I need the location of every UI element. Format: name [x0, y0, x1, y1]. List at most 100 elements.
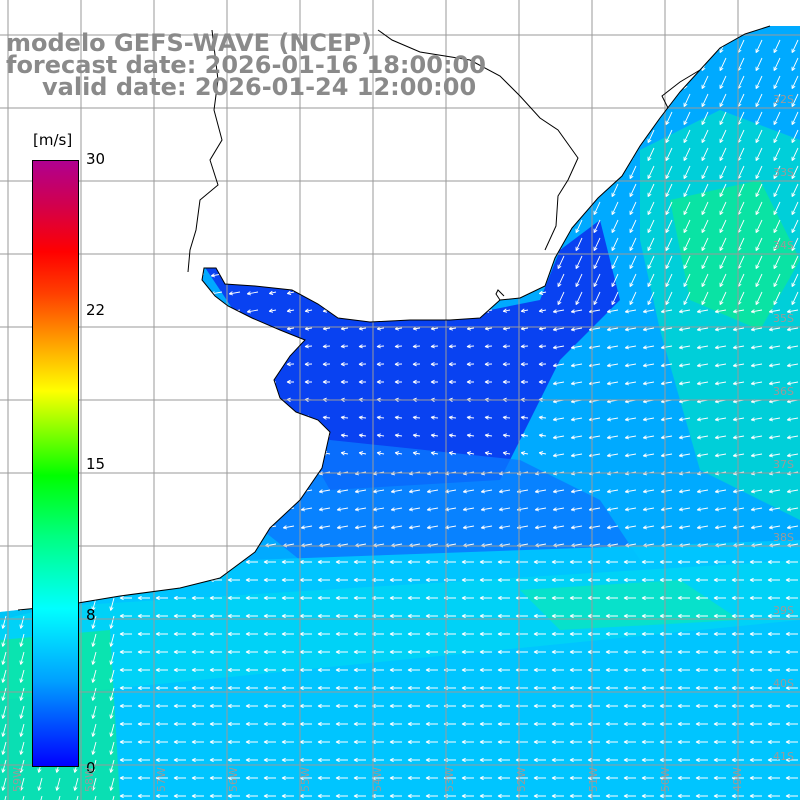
- wind-arrow: [677, 757, 690, 763]
- wind-arrow: [102, 345, 115, 350]
- wind-arrow: [605, 775, 618, 781]
- wind-arrow: [210, 363, 223, 368]
- wind-arrow: [768, 381, 781, 386]
- wind-arrow: [768, 363, 781, 368]
- wind-arrow: [462, 507, 475, 512]
- wind-arrow: [750, 417, 763, 422]
- wind-arrow: [412, 451, 421, 456]
- wind-arrow: [466, 290, 475, 295]
- wind-arrow: [304, 290, 313, 295]
- wind-arrow: [263, 685, 276, 691]
- wind-arrow: [48, 111, 61, 116]
- wind-arrow: [425, 631, 438, 637]
- wind-arrow: [719, 57, 727, 72]
- wind-arrow: [611, 237, 619, 252]
- wind-arrow: [713, 667, 726, 673]
- wind-arrow: [245, 595, 258, 601]
- wind-arrow: [120, 327, 133, 332]
- wind-arrow: [299, 559, 312, 565]
- wind-arrow: [1, 561, 7, 575]
- wind-arrow: [749, 703, 762, 709]
- wind-arrow: [341, 219, 349, 224]
- wind-arrow: [245, 685, 258, 691]
- wind-arrow: [606, 435, 619, 440]
- wind-arrow: [109, 705, 115, 719]
- wind-arrow: [629, 75, 637, 90]
- wind-arrow: [0, 255, 7, 260]
- wind-arrow: [209, 721, 222, 727]
- wind-arrow: [755, 93, 763, 108]
- wind-arrow: [228, 525, 241, 530]
- wind-arrow: [174, 291, 187, 296]
- wind-arrow: [755, 183, 763, 198]
- wind-arrow: [696, 525, 709, 530]
- wind-arrow: [431, 201, 439, 206]
- wind-arrow: [335, 559, 348, 565]
- wind-arrow: [503, 201, 511, 206]
- wind-arrow: [521, 147, 529, 153]
- wind-arrow: [587, 559, 600, 565]
- wind-arrow: [659, 793, 672, 799]
- wind-arrow: [575, 39, 583, 54]
- wind-arrow: [0, 165, 7, 170]
- wind-arrow: [587, 667, 600, 673]
- wind-arrow: [395, 272, 403, 278]
- wind-arrow: [767, 721, 780, 727]
- wind-arrow: [629, 93, 637, 108]
- wind-arrow: [683, 57, 691, 72]
- wind-arrow: [587, 703, 600, 709]
- wind-arrow: [641, 667, 654, 673]
- wind-arrow: [174, 147, 187, 152]
- wind-arrow: [660, 453, 673, 458]
- wind-arrow: [750, 363, 763, 368]
- wind-arrow: [678, 381, 691, 386]
- wind-arrow: [155, 739, 168, 745]
- wind-arrow: [335, 757, 348, 763]
- wind-arrow: [467, 219, 475, 224]
- wind-arrow: [376, 308, 385, 313]
- wind-arrow: [497, 721, 510, 727]
- wind-arrow: [227, 775, 240, 781]
- wind-arrow: [467, 183, 475, 188]
- wind-arrow: [713, 775, 726, 781]
- wind-arrow: [359, 147, 367, 153]
- wind-arrow: [305, 201, 313, 206]
- wind-arrow: [192, 255, 205, 260]
- wind-arrow: [246, 435, 259, 440]
- wind-arrow: [156, 201, 169, 206]
- wind-arrow: [659, 775, 672, 781]
- wind-arrow: [372, 507, 385, 512]
- wind-arrow: [791, 201, 799, 216]
- wind-arrow: [389, 685, 402, 691]
- wind-arrow: [502, 362, 511, 367]
- wind-arrow: [466, 308, 475, 313]
- wind-arrow: [358, 308, 367, 313]
- wind-arrow: [660, 435, 673, 440]
- wind-arrow: [791, 129, 799, 144]
- wind-arrow: [353, 685, 366, 691]
- wind-arrow: [538, 290, 547, 295]
- wind-arrow: [138, 363, 151, 368]
- wind-arrow: [695, 649, 708, 655]
- wind-arrow: [210, 381, 223, 386]
- wind-arrow: [1, 579, 7, 593]
- wind-arrow: [659, 577, 672, 583]
- wind-arrow: [12, 453, 25, 458]
- wind-arrow: [678, 489, 691, 494]
- wind-arrow: [629, 237, 637, 252]
- wind-arrow: [557, 255, 565, 270]
- wind-arrow: [305, 129, 313, 135]
- wind-arrow: [484, 415, 493, 420]
- wind-arrow: [749, 757, 762, 763]
- wind-arrow: [786, 489, 799, 494]
- wind-arrow: [624, 417, 637, 422]
- wind-arrow: [461, 793, 474, 799]
- wind-arrow: [587, 721, 600, 727]
- wind-arrow: [606, 507, 619, 512]
- wind-arrow: [281, 739, 294, 745]
- wind-arrow: [755, 201, 763, 216]
- wind-arrow: [773, 75, 781, 90]
- wind-arrow: [299, 757, 312, 763]
- wind-arrow: [322, 290, 331, 295]
- wind-arrow: [84, 111, 97, 116]
